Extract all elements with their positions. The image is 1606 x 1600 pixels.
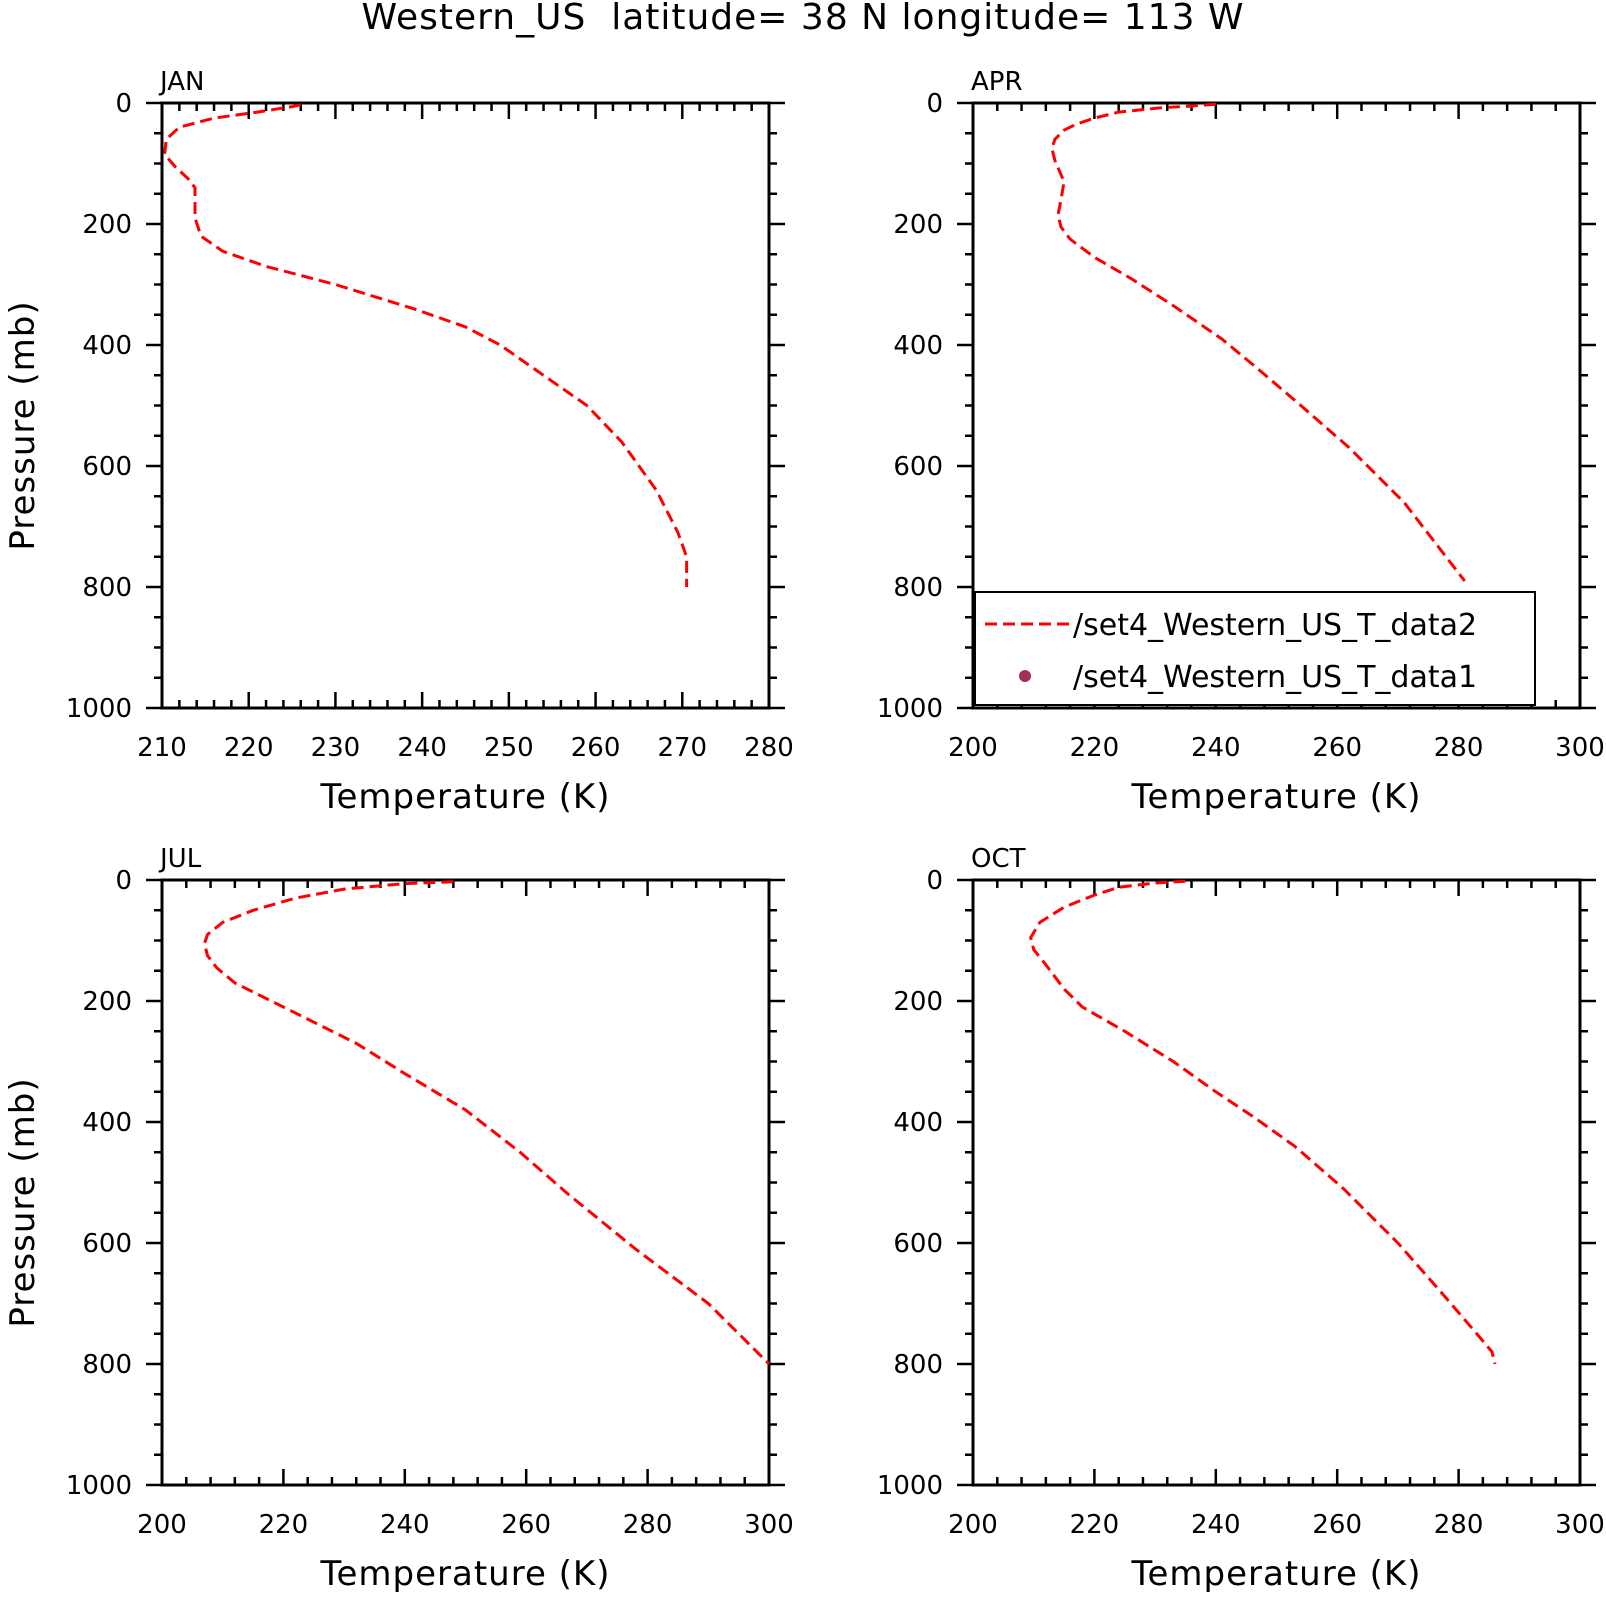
x-tick-label: 280 [1434, 1510, 1484, 1540]
plot-frame [160, 878, 771, 1487]
y-axis-label: Pressure (mb) [3, 300, 43, 550]
panel-title: APR [971, 67, 1023, 97]
series-line-temperature [163, 103, 689, 587]
x-tick-label: 200 [137, 1510, 187, 1540]
plot-frame [160, 101, 771, 710]
y-tick-label: 0 [115, 89, 132, 119]
x-tick-label: 240 [397, 733, 447, 763]
x-tick-label: 300 [744, 1510, 794, 1540]
y-tick-label: 1000 [877, 1471, 943, 1501]
legend-marker-swatch [1019, 670, 1031, 682]
panel-title: JUL [158, 844, 202, 874]
y-tick-label: 200 [82, 987, 132, 1017]
legend-box [974, 591, 1536, 706]
x-tick-label: 240 [1191, 733, 1241, 763]
y-tick-label: 200 [893, 987, 943, 1017]
plot-frame [971, 878, 1582, 1487]
x-axis-label: Temperature (K) [1130, 1554, 1421, 1594]
x-axis-label: Temperature (K) [319, 1554, 610, 1594]
y-tick-label: 600 [893, 452, 943, 482]
y-tick-label: 0 [926, 89, 943, 119]
x-tick-label: 270 [657, 733, 707, 763]
y-tick-label: 800 [893, 1350, 943, 1380]
y-tick-label: 600 [82, 1229, 132, 1259]
y-tick-label: 400 [893, 1108, 943, 1138]
x-axis-label: Temperature (K) [1130, 777, 1421, 817]
legend-label: /set4_Western_US_T_data2 [1073, 608, 1477, 643]
x-tick-label: 220 [1070, 1510, 1120, 1540]
panel-title: JAN [158, 67, 204, 97]
y-tick-label: 600 [82, 452, 132, 482]
series-line-temperature [203, 880, 771, 1366]
x-tick-label: 230 [311, 733, 361, 763]
y-axis-label: Pressure (mb) [3, 1077, 43, 1327]
x-tick-label: 260 [501, 1510, 551, 1540]
x-tick-label: 240 [380, 1510, 430, 1540]
y-tick-label: 1000 [66, 694, 132, 724]
x-tick-label: 220 [224, 733, 274, 763]
x-tick-label: 260 [1312, 733, 1362, 763]
x-axis-label: Temperature (K) [319, 777, 610, 817]
legend: /set4_Western_US_T_data2/set4_Western_US… [974, 591, 1536, 706]
x-tick-label: 210 [137, 733, 187, 763]
y-tick-label: 200 [82, 210, 132, 240]
x-tick-label: 300 [1555, 733, 1605, 763]
x-tick-label: 220 [1070, 733, 1120, 763]
y-tick-label: 800 [82, 573, 132, 603]
series-line-temperature [1050, 102, 1466, 582]
y-tick-label: 600 [893, 1229, 943, 1259]
x-tick-label: 220 [259, 1510, 309, 1540]
x-tick-label: 300 [1555, 1510, 1605, 1540]
panel-title: OCT [971, 844, 1026, 874]
chart-panel-jul: 200 220 240 260 280 300 0 200 400 600 800 1000 JUL Te… [3, 844, 794, 1594]
x-tick-label: 200 [948, 1510, 998, 1540]
y-tick-label: 0 [115, 866, 132, 896]
x-tick-label: 280 [1434, 733, 1484, 763]
y-tick-label: 1000 [66, 1471, 132, 1501]
y-tick-label: 400 [893, 331, 943, 361]
x-tick-label: 200 [948, 733, 998, 763]
x-tick-label: 280 [744, 733, 794, 763]
chart-panel-apr: 200 220 240 260 280 300 0 200 400 600 800 1000 APR Te… [877, 67, 1605, 817]
y-tick-label: 400 [82, 1108, 132, 1138]
chart-panel-jan: 210 220 230 240 250 260 270 280 0 200 400 600 800 100… [3, 67, 794, 817]
x-tick-label: 250 [484, 733, 534, 763]
y-tick-label: 200 [893, 210, 943, 240]
chart-panel-oct: 200 220 240 260 280 300 0 200 400 600 800 1000 OCT Te… [877, 844, 1605, 1594]
x-tick-label: 260 [1312, 1510, 1362, 1540]
y-tick-label: 400 [82, 331, 132, 361]
x-tick-label: 260 [571, 733, 621, 763]
figure-title: Western_US latitude= 38 N longitude= 113… [361, 0, 1244, 38]
y-tick-label: 800 [82, 1350, 132, 1380]
x-tick-label: 240 [1191, 1510, 1241, 1540]
series-line-temperature [1029, 879, 1497, 1365]
y-tick-label: 0 [926, 866, 943, 896]
y-tick-label: 800 [893, 573, 943, 603]
x-tick-label: 280 [623, 1510, 673, 1540]
y-tick-label: 1000 [877, 694, 943, 724]
panels: 210 220 230 240 250 260 270 280 0 200 400 600 800 100… [3, 67, 1605, 1594]
legend-label: /set4_Western_US_T_data1 [1073, 660, 1477, 695]
